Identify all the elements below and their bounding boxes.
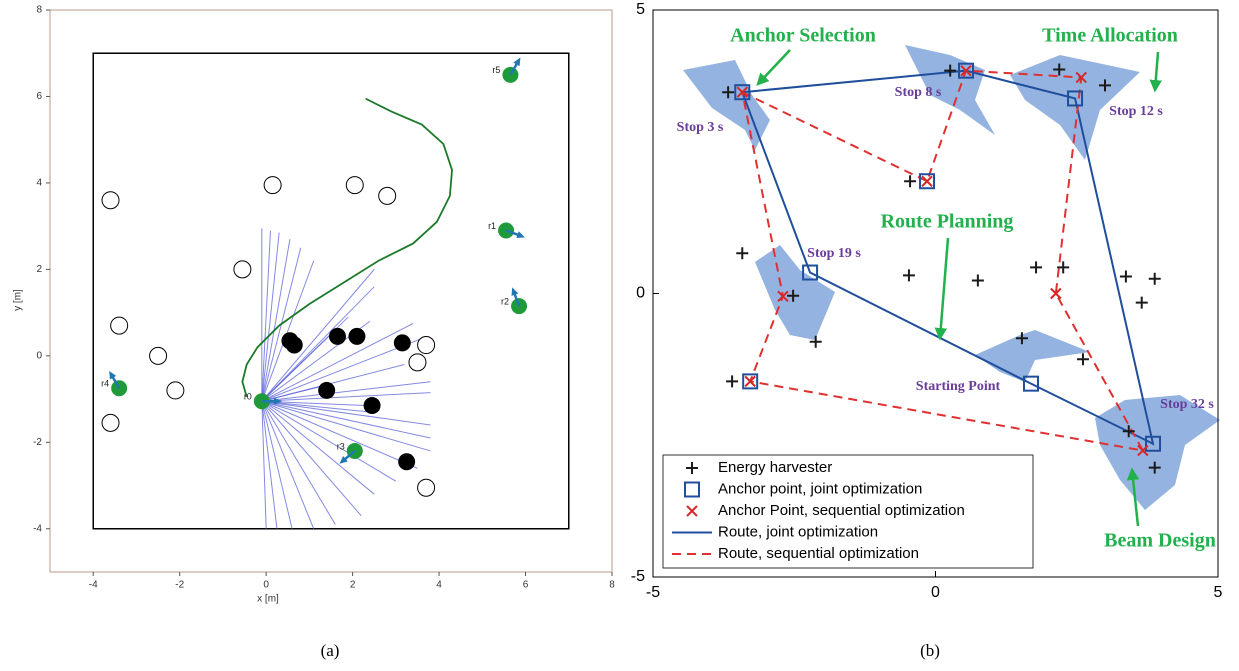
harvester-marker — [1149, 273, 1161, 285]
stop-label: Starting Point — [916, 379, 1001, 394]
robot-label: r4 — [101, 379, 109, 389]
detected-obstacle — [329, 328, 346, 345]
y-tick-label: -5 — [631, 568, 645, 585]
figure: x [m] y [m] (a) -4 -2 0 2 4 6 8 -4 -2 0 2 4 6 8 r0 r1 r2… — [0, 0, 1239, 666]
detected-obstacle — [364, 397, 381, 414]
y-tick-label: 8 — [36, 5, 42, 16]
harvester-marker — [904, 175, 916, 187]
free-obstacle — [102, 192, 119, 209]
legend-label: Anchor point, joint optimization — [718, 480, 922, 497]
stop-label: Stop 19 s — [807, 246, 861, 261]
x-tick-label: -4 — [89, 580, 98, 591]
beam — [683, 60, 770, 150]
free-obstacle — [418, 479, 435, 496]
annotation: Time Allocation — [1042, 25, 1178, 47]
free-obstacle — [379, 187, 396, 204]
harvester-marker — [736, 247, 748, 259]
annotation-arrow — [940, 238, 948, 338]
detected-obstacle — [286, 337, 303, 354]
x-tick-label: 0 — [931, 584, 940, 601]
y-tick-label: -2 — [33, 437, 42, 448]
robot-label: r3 — [337, 441, 345, 451]
free-obstacle — [264, 177, 281, 194]
y-axis-label: y [m] — [13, 289, 24, 311]
free-obstacle — [346, 177, 363, 194]
harvester-marker — [1120, 270, 1132, 282]
caption: (a) — [321, 641, 340, 660]
harvester-marker — [1030, 261, 1042, 273]
free-obstacle — [167, 382, 184, 399]
free-obstacle — [102, 414, 119, 431]
free-obstacle — [418, 337, 435, 354]
legend-label: Route, sequential optimization — [718, 545, 919, 562]
annotation-arrow — [758, 50, 790, 84]
stop-label: Stop 8 s — [895, 85, 942, 100]
y-tick-label: -4 — [33, 523, 42, 534]
free-obstacle — [150, 347, 167, 364]
annotation: Beam Design — [1104, 530, 1216, 552]
free-obstacle — [234, 261, 251, 278]
legend: Energy harvester Anchor point, joint opti… — [663, 455, 1033, 568]
stop-label: Stop 32 s — [1160, 397, 1214, 412]
robot-label: r1 — [488, 221, 496, 231]
legend-label: Energy harvester — [718, 459, 832, 476]
annotation-arrow — [1155, 52, 1158, 90]
y-tick-label: 0 — [36, 350, 42, 361]
x-tick-label: 8 — [609, 580, 615, 591]
y-tick-label: 2 — [36, 264, 42, 275]
anchor-x-marker — [922, 176, 932, 186]
x-tick-label: 5 — [1214, 584, 1223, 601]
y-tick-label: 0 — [636, 285, 645, 302]
robot — [498, 222, 514, 238]
x-tick-label: 4 — [436, 580, 442, 591]
harvester-marker — [972, 274, 984, 286]
legend-label: Anchor Point, sequential optimization — [718, 502, 965, 519]
harvester-marker — [1136, 297, 1148, 309]
x-tick-label: 6 — [523, 580, 529, 591]
caption: (b) — [920, 641, 940, 660]
harvester-marker — [1077, 353, 1089, 365]
beam — [1095, 395, 1220, 510]
annotation: Anchor Selection — [730, 25, 876, 47]
detected-obstacle — [318, 382, 335, 399]
robot-label: r5 — [492, 65, 500, 75]
stop-label: Stop 3 s — [677, 120, 724, 135]
robot-label: r2 — [501, 297, 509, 307]
beam — [975, 330, 1090, 382]
free-obstacle — [111, 317, 128, 334]
annotation: Route Planning — [881, 211, 1014, 233]
detected-obstacle — [394, 334, 411, 351]
robot-label: r0 — [244, 392, 252, 402]
detected-obstacle — [398, 453, 415, 470]
harvester-marker — [726, 375, 738, 387]
x-tick-label: 0 — [263, 580, 269, 591]
detected-obstacle — [348, 328, 365, 345]
y-tick-label: 5 — [636, 1, 645, 18]
x-tick-label: -5 — [646, 584, 660, 601]
harvester-marker — [903, 269, 915, 281]
free-obstacle — [409, 354, 426, 371]
y-tick-label: 4 — [36, 178, 42, 189]
x-axis-label: x [m] — [257, 594, 279, 605]
legend-label: Route, joint optimization — [718, 523, 878, 540]
x-tick-label: -2 — [175, 580, 184, 591]
stop-label: Stop 12 s — [1109, 104, 1163, 119]
y-tick-label: 6 — [36, 91, 42, 102]
x-tick-label: 2 — [350, 580, 356, 591]
